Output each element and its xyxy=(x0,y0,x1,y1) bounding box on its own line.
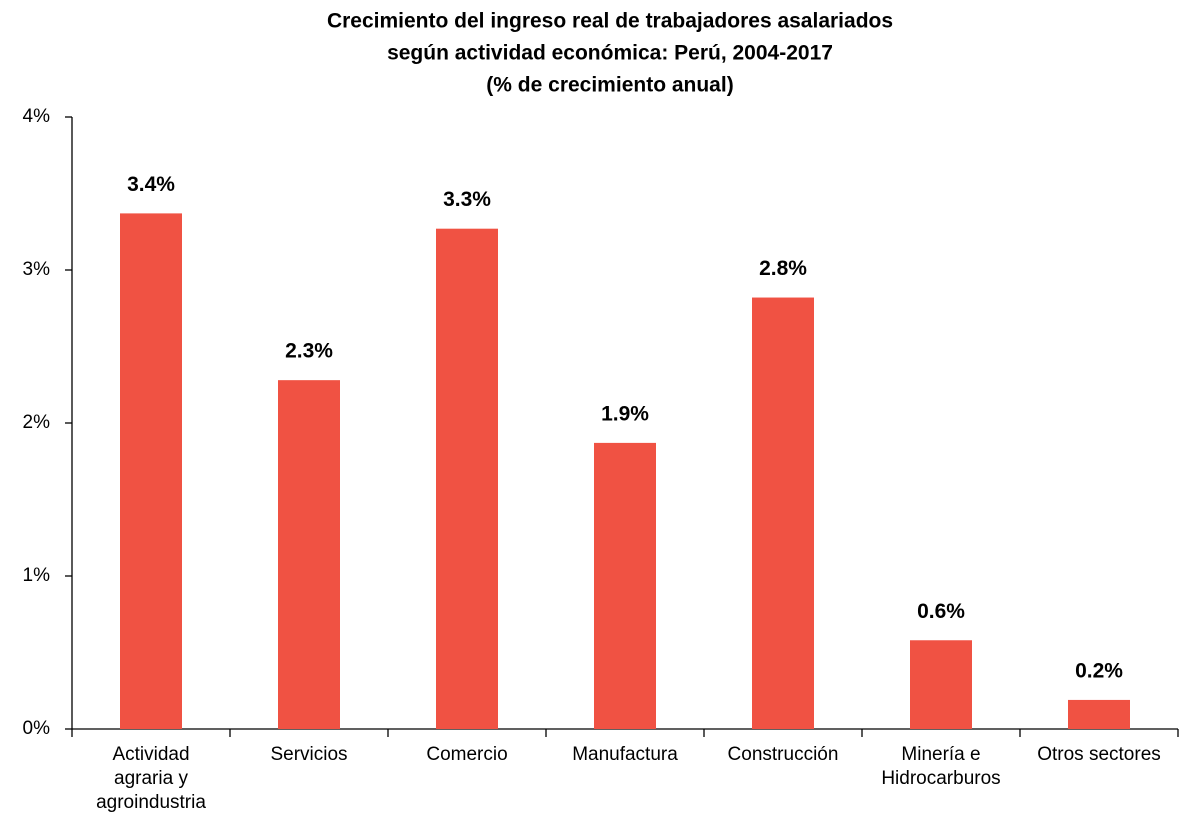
y-tick-label: 1% xyxy=(23,565,51,586)
x-tick-label: Otros sectores xyxy=(1037,744,1161,765)
bar xyxy=(278,380,340,729)
x-tick-label: Hidrocarburos xyxy=(881,768,1000,789)
x-tick-label: agroindustria xyxy=(96,792,206,813)
y-tick-label: 2% xyxy=(23,412,51,433)
x-tick-label: Comercio xyxy=(426,744,507,765)
x-tick-label: Actividad xyxy=(112,744,189,765)
bar xyxy=(120,213,182,729)
value-label: 2.8% xyxy=(759,257,807,280)
chart-title: (% de crecimiento anual) xyxy=(486,74,733,97)
x-tick-label: Servicios xyxy=(270,744,347,765)
y-tick-label: 4% xyxy=(23,106,51,127)
y-tick-label: 0% xyxy=(23,718,51,739)
value-label: 2.3% xyxy=(285,340,333,363)
bar xyxy=(1068,699,1130,729)
bar xyxy=(436,228,498,729)
bar xyxy=(752,297,814,729)
x-tick-label: Construcción xyxy=(728,744,839,765)
x-tick-label: agraria y xyxy=(114,768,188,789)
chart-title: según actividad económica: Perú, 2004-20… xyxy=(387,42,833,65)
x-tick-label: Minería e xyxy=(901,744,980,765)
x-tick-label: Manufactura xyxy=(572,744,678,765)
value-label: 0.2% xyxy=(1075,659,1123,682)
chart-title: Crecimiento del ingreso real de trabajad… xyxy=(327,10,893,33)
value-label: 0.6% xyxy=(917,600,965,623)
value-label: 1.9% xyxy=(601,402,649,425)
value-label: 3.3% xyxy=(443,188,491,211)
value-label: 3.4% xyxy=(127,173,175,196)
y-tick-label: 3% xyxy=(23,259,51,280)
bar xyxy=(594,442,656,729)
bar xyxy=(910,640,972,729)
